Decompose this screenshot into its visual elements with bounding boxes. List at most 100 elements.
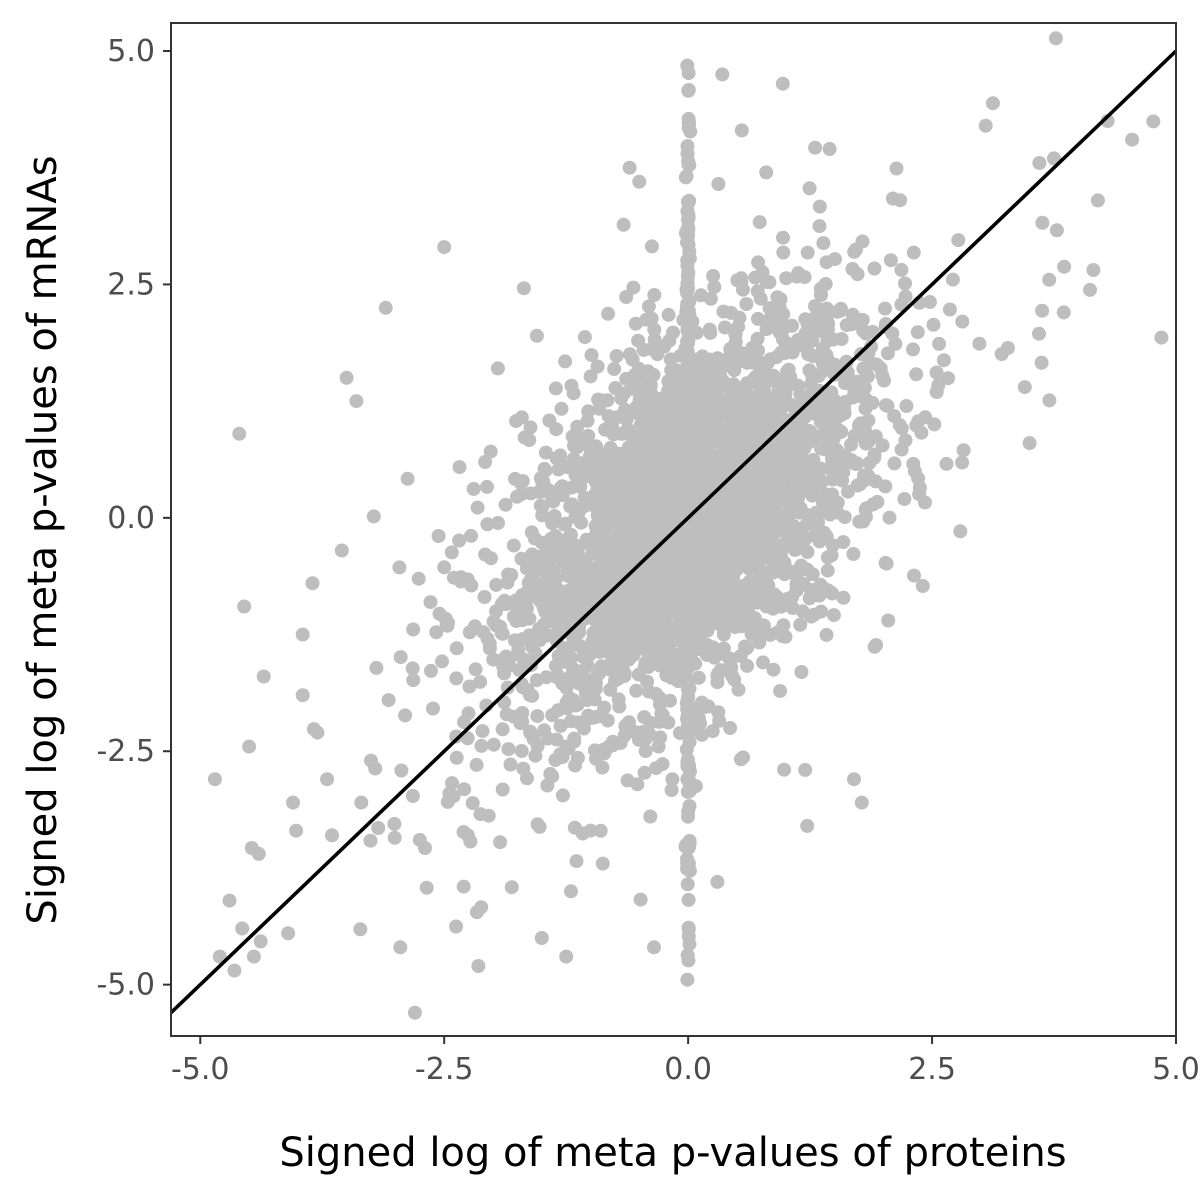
data-point xyxy=(622,715,636,730)
data-point xyxy=(477,590,492,604)
data-point xyxy=(821,316,836,331)
data-point xyxy=(909,367,924,382)
data-point xyxy=(681,922,696,937)
data-point xyxy=(633,627,648,642)
data-point xyxy=(798,762,813,777)
data-point xyxy=(680,759,695,774)
data-point xyxy=(853,477,868,492)
data-point xyxy=(861,413,876,428)
data-point xyxy=(867,261,882,276)
data-point xyxy=(723,597,738,612)
data-point xyxy=(611,664,626,679)
data-point xyxy=(682,836,697,851)
data-point xyxy=(604,553,619,568)
data-point xyxy=(617,567,632,582)
data-point xyxy=(839,318,854,333)
data-point xyxy=(545,769,560,784)
data-point xyxy=(770,591,785,606)
data-point xyxy=(862,455,877,470)
data-point xyxy=(681,678,695,693)
data-point xyxy=(555,676,570,691)
data-point xyxy=(739,400,754,415)
data-point xyxy=(787,519,801,534)
data-point xyxy=(657,413,672,428)
data-point xyxy=(600,713,615,728)
data-point xyxy=(595,856,610,871)
data-point xyxy=(583,823,598,838)
data-point xyxy=(736,750,751,765)
data-point xyxy=(805,567,820,582)
data-point xyxy=(495,782,510,797)
data-point xyxy=(637,765,652,780)
data-point xyxy=(222,893,237,908)
data-point xyxy=(744,627,759,641)
data-point xyxy=(320,772,335,787)
data-point xyxy=(641,684,656,699)
data-point xyxy=(639,643,654,658)
data-point xyxy=(951,233,966,248)
data-point xyxy=(1042,272,1057,287)
data-point xyxy=(953,524,968,539)
data-point xyxy=(706,507,721,522)
data-point xyxy=(781,362,796,377)
data-point xyxy=(777,762,792,777)
data-point xyxy=(818,277,833,291)
data-point xyxy=(807,607,821,622)
data-point xyxy=(751,255,766,270)
data-point xyxy=(491,516,505,530)
data-point xyxy=(679,169,694,184)
data-point xyxy=(894,262,909,277)
data-point xyxy=(918,410,933,425)
data-point xyxy=(680,861,694,876)
data-point xyxy=(353,922,368,937)
data-point xyxy=(694,288,708,303)
data-point xyxy=(1022,436,1037,451)
data-point xyxy=(554,401,569,416)
data-point xyxy=(449,641,464,656)
y-tick-label: 5.0 xyxy=(107,34,155,69)
data-point xyxy=(547,509,562,523)
y-axis-label: Signed log of meta p-values of mRNAs xyxy=(20,155,66,924)
data-point xyxy=(587,468,602,483)
data-point xyxy=(647,322,662,337)
data-point xyxy=(633,892,648,907)
data-point xyxy=(661,307,676,322)
data-point xyxy=(789,542,804,557)
data-point xyxy=(570,464,585,478)
data-point xyxy=(581,404,596,419)
data-point xyxy=(776,230,790,245)
data-point xyxy=(515,474,530,488)
data-point xyxy=(795,464,810,479)
data-point xyxy=(723,615,738,629)
data-point xyxy=(681,111,696,126)
data-point xyxy=(648,498,663,513)
data-point xyxy=(742,549,757,564)
data-point xyxy=(473,674,488,689)
data-point xyxy=(727,363,742,378)
data-point xyxy=(910,325,925,340)
data-point xyxy=(431,529,446,543)
data-point xyxy=(569,854,584,869)
data-point xyxy=(521,575,536,590)
data-point xyxy=(563,604,578,619)
data-point xyxy=(601,479,616,494)
data-point xyxy=(646,367,661,382)
data-point xyxy=(1049,223,1064,238)
data-point xyxy=(584,348,599,363)
data-point xyxy=(701,545,716,560)
data-point xyxy=(520,771,534,786)
data-point xyxy=(762,275,777,290)
data-point xyxy=(643,386,658,401)
data-point xyxy=(349,394,364,409)
data-point xyxy=(227,963,242,978)
data-point xyxy=(1048,31,1063,46)
data-point xyxy=(1090,193,1105,208)
data-point xyxy=(590,359,605,374)
x-tick-label: 5.0 xyxy=(1152,1052,1200,1087)
data-point xyxy=(473,807,488,822)
data-point xyxy=(444,545,459,560)
data-point xyxy=(620,556,635,571)
data-point xyxy=(1000,341,1015,355)
data-point xyxy=(503,757,518,772)
data-point xyxy=(881,613,896,628)
